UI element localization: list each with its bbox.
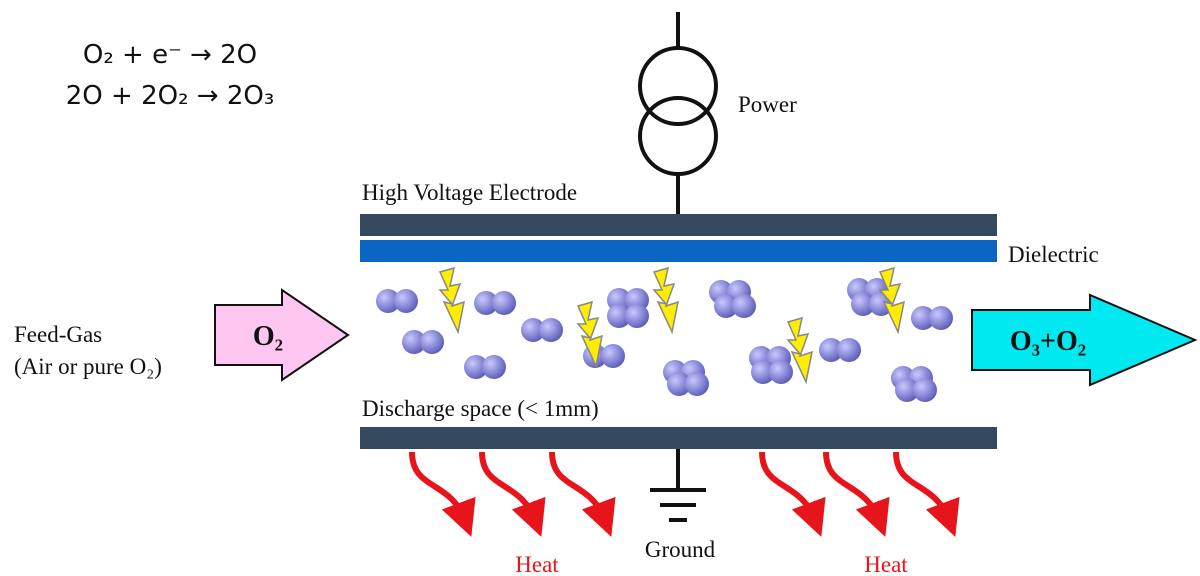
ground-electrode	[360, 427, 997, 449]
heat-label: Heat	[515, 552, 559, 576]
dielectric-layer	[360, 240, 997, 262]
power-label: Power	[738, 92, 797, 117]
high-voltage-electrode	[360, 214, 997, 236]
dielectric-label: Dielectric	[1008, 242, 1099, 267]
equation: O₂ + e⁻ → 2O	[83, 40, 257, 70]
inlet-arrow	[214, 288, 350, 382]
ground-symbol	[650, 449, 706, 522]
ground-label: Ground	[645, 537, 716, 562]
outlet-arrow	[971, 293, 1198, 387]
heat-arrows	[409, 451, 960, 537]
outlet-label: O₃+O₂	[1010, 326, 1086, 357]
feed-gas-label: Feed-Gas	[14, 322, 102, 347]
heat-label: Heat	[864, 552, 908, 576]
inlet-label: O₂	[253, 321, 283, 352]
electrode-label: High Voltage Electrode	[362, 180, 577, 205]
feed-gas-detail: (Air or pure O₂)	[14, 354, 162, 379]
power-source	[638, 12, 718, 226]
equation: 2O + 2O₂ → 2O₃	[66, 81, 275, 111]
discharge-label: Discharge space (< 1mm)	[362, 396, 599, 421]
